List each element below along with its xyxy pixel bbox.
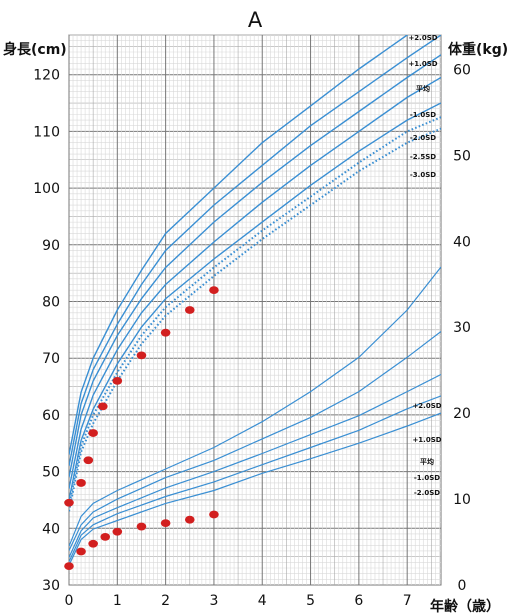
height-point xyxy=(112,376,123,385)
height-tick-label: 30 xyxy=(42,578,60,594)
weight-point xyxy=(209,510,219,519)
height-point xyxy=(64,498,74,507)
height-point xyxy=(136,351,147,360)
height-point xyxy=(184,306,195,314)
x-tick-label: 7 xyxy=(403,593,412,609)
tick-labels: 0 1 2 3 4 5 6 7 30 40 50 60 70 80 90 100 110 120 0 10 20 30 40… xyxy=(33,62,471,609)
weight-curve-plus1-0sd xyxy=(69,331,441,551)
weight-curve-plus2-0sd xyxy=(69,266,441,547)
weight-sd-label-plus1-0sd: +1.0SD xyxy=(412,436,441,444)
height-curve-minus3-0sd xyxy=(69,127,441,512)
weight-tick-label: 50 xyxy=(453,148,471,164)
x-tick-label: 1 xyxy=(113,593,122,609)
x-axis-title: 年齢（歳） xyxy=(430,598,500,615)
weight-point xyxy=(64,562,74,570)
weight-tick-label: 40 xyxy=(453,234,471,250)
height-tick-label: 50 xyxy=(42,465,60,481)
height-point xyxy=(83,456,94,465)
x-tick-label: 5 xyxy=(306,593,315,609)
height-tick-label: 110 xyxy=(33,124,60,140)
height-curve-minus2-5sd xyxy=(69,116,441,506)
weight-point xyxy=(160,519,171,528)
sd-labels: +2.0SD +1.0SD 平均 -1.0SD -2.0SD -2.5SD -3.0SD +2… xyxy=(408,34,441,497)
grid xyxy=(68,34,442,586)
weight-point xyxy=(100,532,111,541)
weight-tick-label: 10 xyxy=(453,492,471,508)
height-point xyxy=(98,402,108,411)
height-tick-label: 80 xyxy=(42,294,60,310)
height-curve-mean xyxy=(69,54,441,478)
height-tick-label: 90 xyxy=(42,238,60,254)
height-tick-label: 120 xyxy=(33,68,60,84)
weight-point xyxy=(184,515,195,524)
weight-curve-minus2-0sd xyxy=(69,412,441,566)
weight-curve-minus1-0sd xyxy=(69,395,441,563)
y-axis-left-title: 身長(cm) xyxy=(3,41,67,58)
height-sd-label-plus2-0sd: +2.0SD xyxy=(408,34,437,42)
x-tick-label: 0 xyxy=(65,593,74,609)
height-sd-label-minus3-0sd: -3.0SD xyxy=(410,171,436,179)
height-curve-plus1-0sd xyxy=(69,35,441,467)
height-curve-minus2-0sd xyxy=(69,102,441,501)
height-tick-label: 60 xyxy=(42,408,60,424)
height-tick-label: 40 xyxy=(42,521,60,537)
height-point xyxy=(209,286,219,295)
height-point xyxy=(76,479,86,487)
weight-sd-label-mean: 平均 xyxy=(420,457,434,466)
weight-sd-label-minus2-0sd: -2.0SD xyxy=(414,489,440,497)
panel-label: A xyxy=(248,8,263,32)
x-tick-label: 3 xyxy=(209,593,218,609)
weight-tick-label: 20 xyxy=(453,406,471,422)
height-curve-minus1-0sd xyxy=(69,76,441,489)
reference-curves xyxy=(69,35,441,566)
x-tick-label: 2 xyxy=(161,593,170,609)
weight-point xyxy=(112,527,123,536)
weight-point xyxy=(88,539,98,548)
x-tick-label: 4 xyxy=(258,593,267,609)
weight-tick-label: 0 xyxy=(458,578,467,594)
weight-curve-mean xyxy=(69,373,441,558)
measurement-points xyxy=(64,286,219,570)
weight-sd-label-plus2-0sd: +2.0SD xyxy=(412,402,441,410)
curve-group xyxy=(69,35,441,566)
weight-point xyxy=(136,522,147,531)
height-point xyxy=(88,429,98,437)
height-sd-label-mean: 平均 xyxy=(416,84,430,93)
height-sd-label-minus1-0sd: -1.0SD xyxy=(410,111,436,119)
y-axis-right-title: 体重(kg) xyxy=(448,41,508,58)
height-curve-plus2-0sd xyxy=(69,35,409,455)
x-tick-label: 6 xyxy=(354,593,363,609)
height-sd-label-minus2-0sd: -2.0SD xyxy=(410,134,436,142)
weight-tick-label: 60 xyxy=(453,62,471,78)
height-sd-label-minus2-5sd: -2.5SD xyxy=(410,153,436,161)
height-tick-label: 100 xyxy=(33,181,60,197)
weight-sd-label-minus1-0sd: -1.0SD xyxy=(414,474,440,482)
height-tick-label: 70 xyxy=(42,351,60,367)
height-sd-label-plus1-0sd: +1.0SD xyxy=(408,60,437,68)
weight-tick-label: 30 xyxy=(453,320,471,336)
plot-area xyxy=(68,34,442,586)
height-point xyxy=(160,328,171,337)
weight-point xyxy=(76,547,86,556)
